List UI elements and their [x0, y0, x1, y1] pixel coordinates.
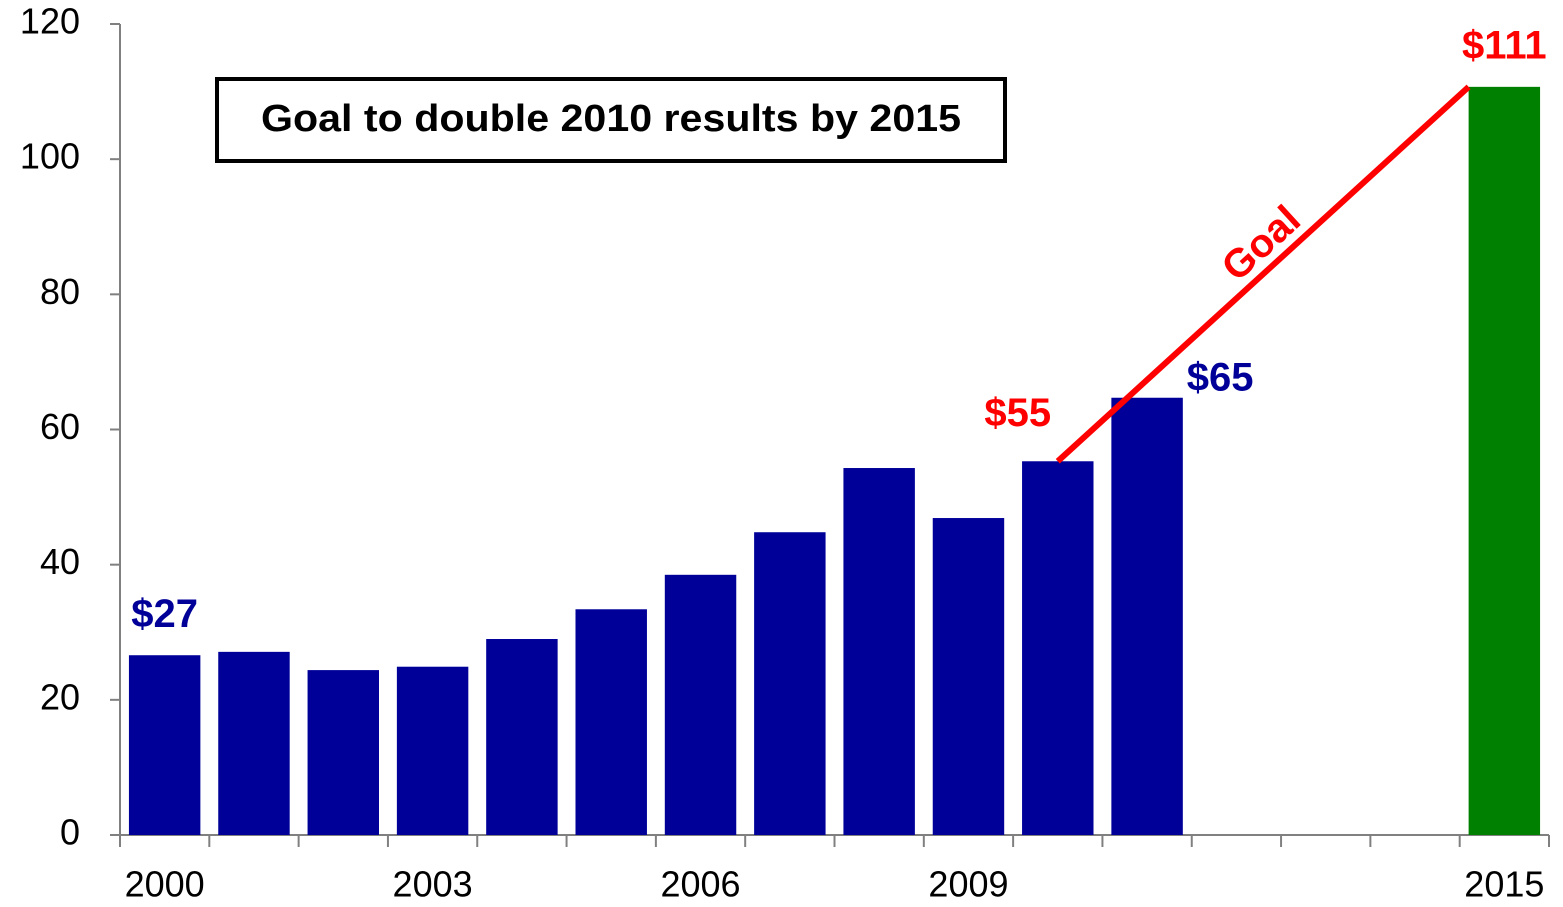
x-tick-label: 2006 — [660, 864, 740, 905]
y-tick-label: 0 — [60, 812, 80, 853]
bar — [754, 532, 826, 835]
title-box — [215, 77, 1007, 163]
y-tick-label: 80 — [40, 271, 80, 312]
y-tick-label: 100 — [20, 136, 80, 177]
x-tick-label: 2009 — [928, 864, 1008, 905]
data-label: $55 — [984, 391, 1051, 435]
x-tick-label: 2003 — [393, 864, 473, 905]
x-tick-label: 2000 — [125, 864, 205, 905]
y-tick-label: 40 — [40, 541, 80, 582]
bar — [486, 639, 558, 835]
y-tick-label: 120 — [20, 1, 80, 42]
data-label: $111 — [1462, 23, 1547, 67]
bar — [1111, 397, 1183, 835]
goal-line — [1055, 84, 1471, 464]
bar — [575, 609, 647, 835]
bar — [218, 651, 290, 835]
y-tick-label: 20 — [40, 676, 80, 717]
chart-title: Goal to double 2010 results by 2015 — [261, 98, 961, 140]
data-label: $65 — [1187, 355, 1254, 399]
bar — [932, 518, 1005, 835]
x-tick-label: 2015 — [1464, 864, 1544, 905]
bar — [1468, 86, 1541, 836]
bar — [1022, 461, 1094, 835]
bar — [307, 670, 380, 835]
bar — [664, 574, 737, 835]
bar — [396, 666, 469, 835]
y-tick-label: 60 — [40, 406, 80, 447]
data-label: $27 — [131, 592, 198, 636]
bar — [128, 655, 201, 835]
bar — [843, 468, 915, 835]
